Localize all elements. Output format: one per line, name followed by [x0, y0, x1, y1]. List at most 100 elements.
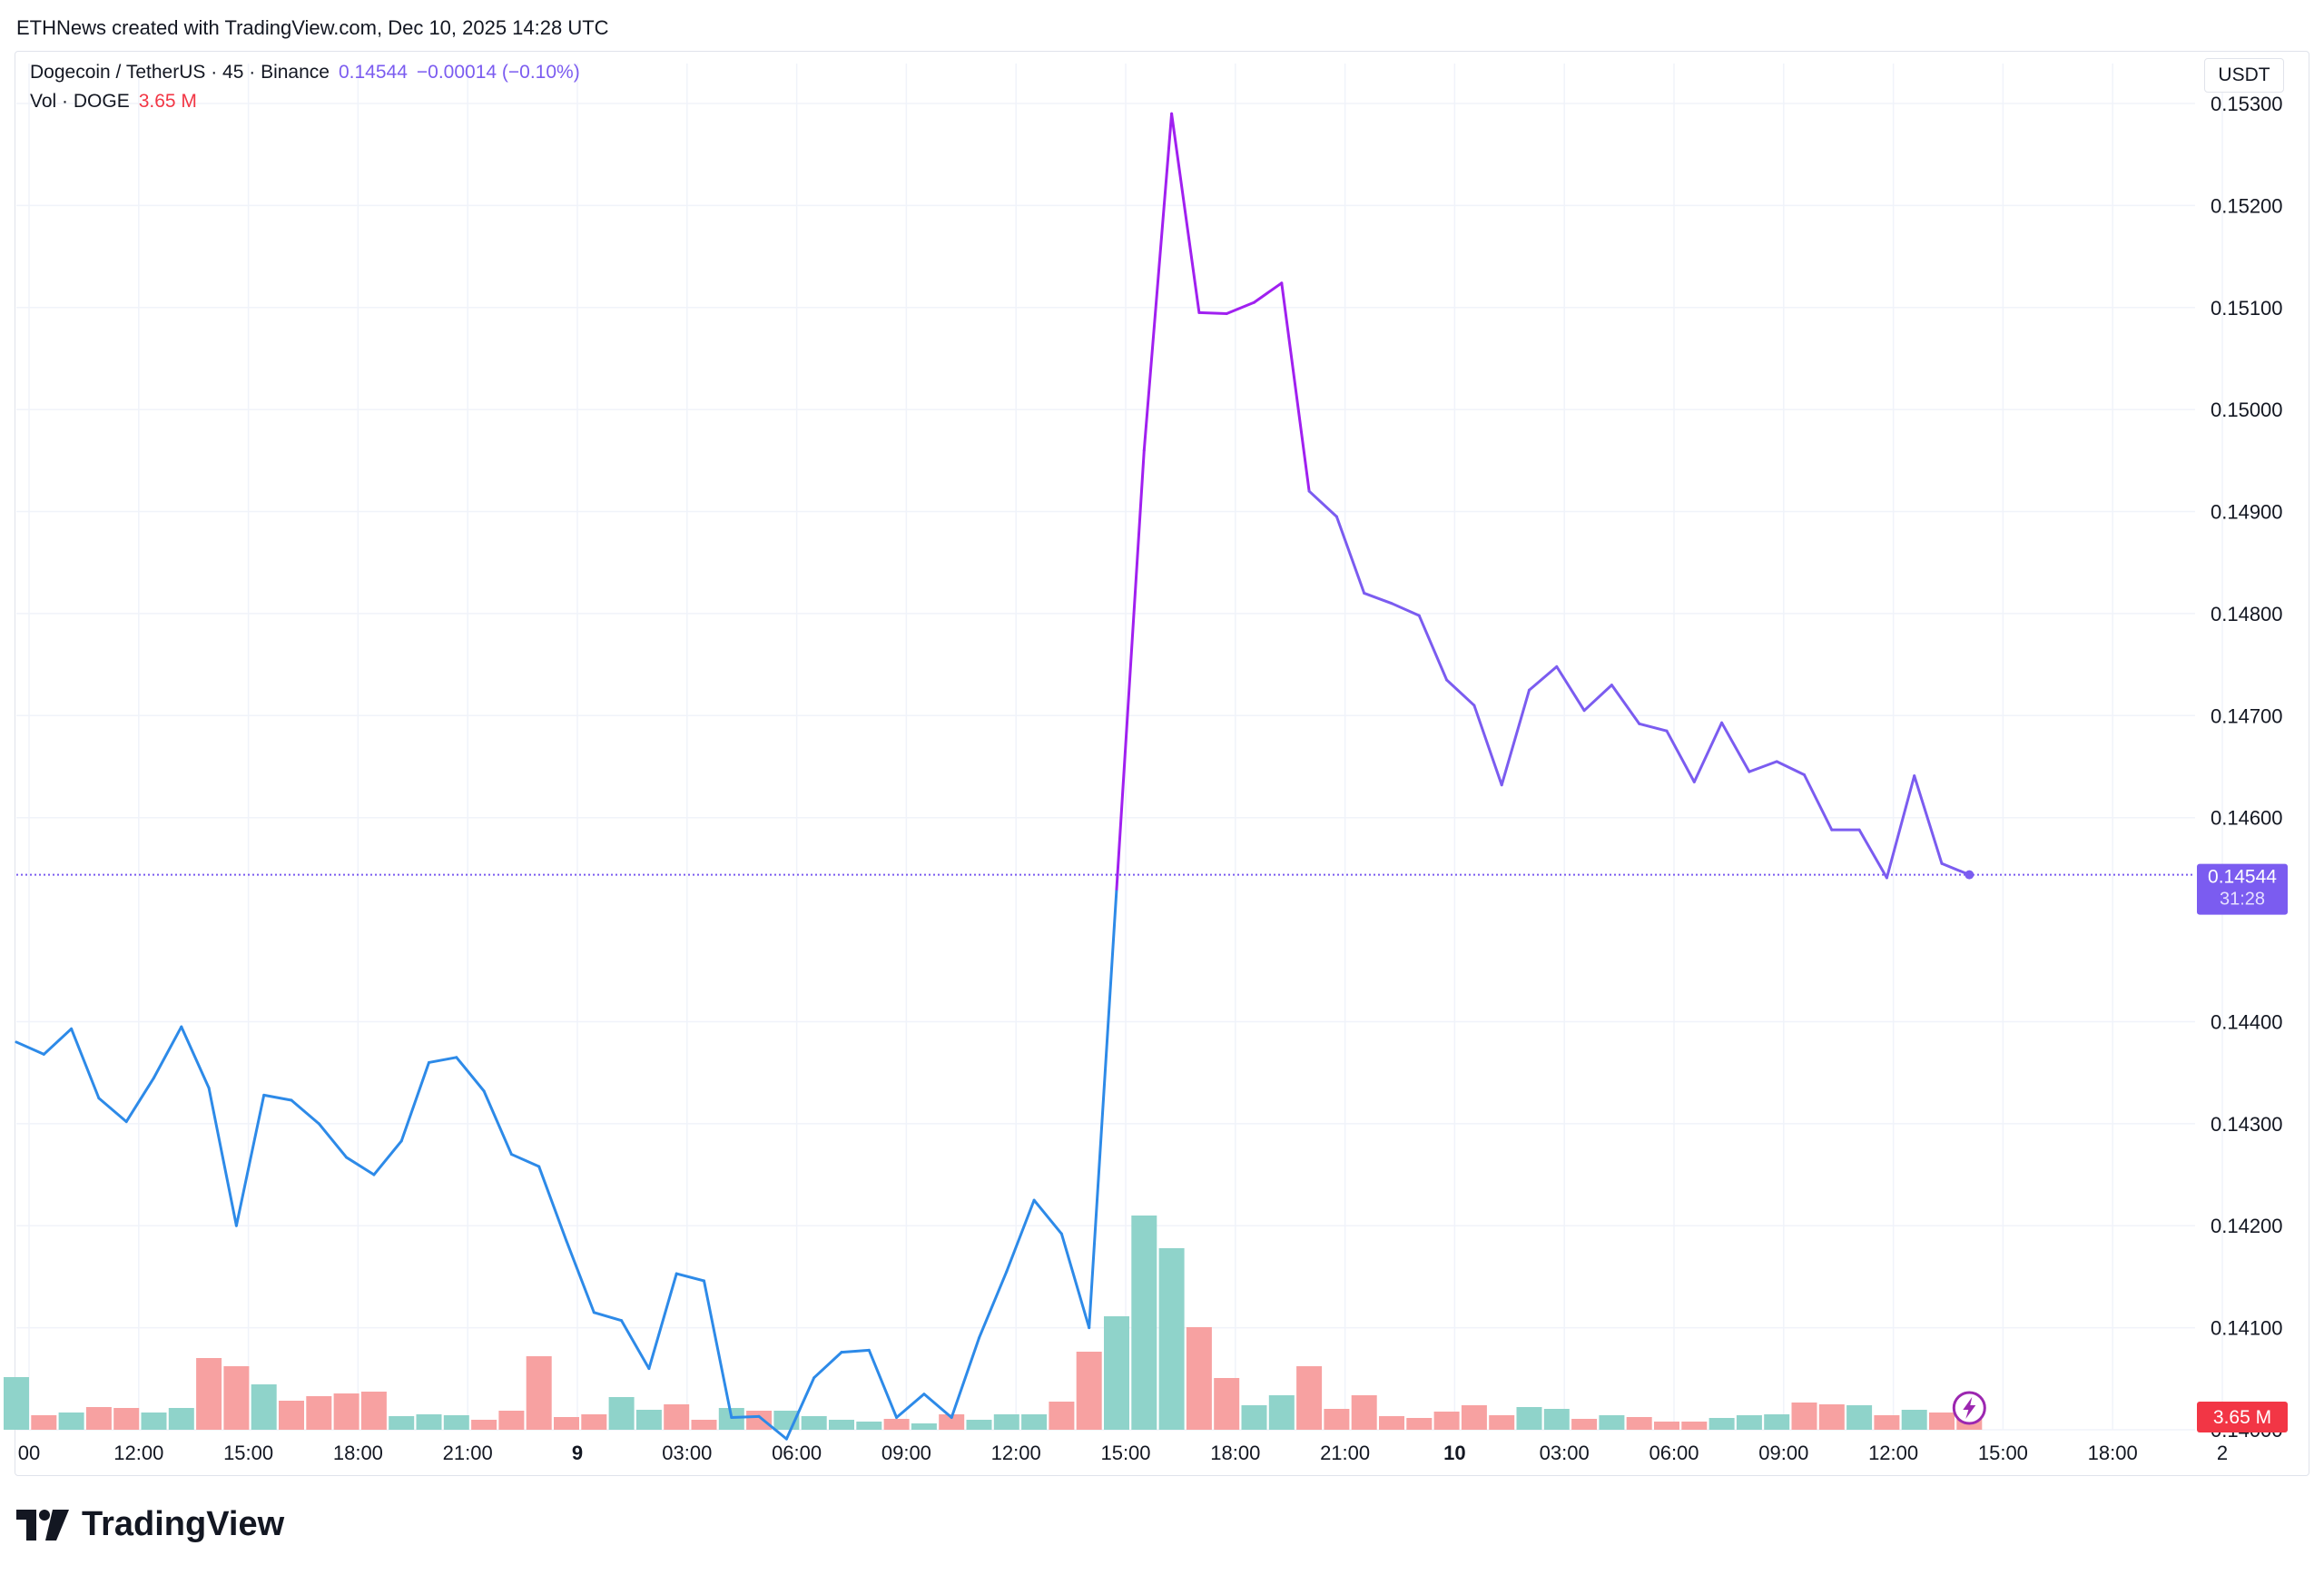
x-tick-label: 09:00	[881, 1442, 931, 1464]
volume-bar	[4, 1377, 29, 1430]
price-line-segment	[1720, 721, 1751, 773]
price-line-segment	[509, 1153, 541, 1168]
price-line-segment	[70, 1027, 101, 1100]
x-tick-label: 15:00	[1978, 1442, 2028, 1464]
price-line-segment	[1857, 828, 1888, 880]
price-line-segment	[1170, 112, 1201, 314]
price-line-segment	[922, 1393, 953, 1420]
x-tick-label: 18:00	[1210, 1442, 1260, 1464]
price-line-segment	[1115, 448, 1146, 891]
last-volume-tag: 3.65 M	[2197, 1402, 2288, 1432]
volume-bar	[306, 1396, 332, 1430]
price-line-segment	[950, 1336, 980, 1420]
price-line-segment	[1665, 729, 1696, 783]
volume-bar	[416, 1414, 442, 1430]
price-line-segment	[1885, 774, 1916, 880]
volume-bar	[993, 1414, 1019, 1430]
x-tick-label: 06:00	[772, 1442, 822, 1464]
price-line-segment	[895, 1393, 926, 1420]
price-line-segment	[1059, 1232, 1091, 1330]
y-axis: 0.15300 0.15200 0.15100 0.15000 0.14900 0.148…	[2211, 93, 2283, 1442]
volume-bar	[1379, 1416, 1404, 1430]
price-line-segment	[1142, 112, 1174, 452]
volume-bar	[554, 1417, 579, 1430]
price-line-segment	[592, 1311, 624, 1323]
volume-bar	[360, 1392, 387, 1430]
last-volume-label: 3.65 M	[2213, 1407, 2271, 1428]
volume-bar	[1241, 1405, 1267, 1430]
countdown-label: 31:28	[2220, 890, 2265, 910]
price-chart[interactable]: 0.15300 0.15200 0.15100 0.15000 0.14900 0.148…	[0, 0, 2324, 1489]
volume-bar	[608, 1397, 635, 1430]
volume-bar	[1874, 1415, 1900, 1430]
volume-bar	[829, 1420, 854, 1430]
volume-label: Vol · DOGE	[30, 91, 130, 112]
price-line-segment	[1307, 489, 1338, 518]
volume-bar	[1764, 1414, 1790, 1430]
volume-bar	[1626, 1417, 1652, 1430]
y-tick-label: 0.15200	[2211, 194, 2283, 217]
symbol-label: Dogecoin / TetherUS · 45 · Binance	[30, 62, 330, 83]
price-line-segment	[840, 1348, 871, 1354]
volume-bar	[471, 1420, 497, 1430]
volume-bar	[1021, 1414, 1048, 1430]
price-line-segment	[1500, 688, 1531, 787]
price-line-segment	[1692, 721, 1724, 783]
volume-bar	[251, 1384, 277, 1430]
volume-bar	[801, 1416, 827, 1430]
volume-bar	[1654, 1422, 1679, 1430]
volume-bar	[1818, 1404, 1845, 1430]
volume-bar	[31, 1415, 57, 1430]
tradingview-logo[interactable]: TradingView	[16, 1505, 284, 1544]
price-line-segment	[867, 1348, 899, 1420]
price-line-segment	[647, 1272, 678, 1371]
chart-caption: ETHNews created with TradingView.com, De…	[16, 16, 609, 39]
volume-bar	[168, 1408, 194, 1430]
lightning-icon[interactable]	[1952, 1391, 1986, 1425]
price-line-segment	[784, 1376, 816, 1441]
x-tick-label: 21:00	[443, 1442, 493, 1464]
volume-bar	[1104, 1316, 1129, 1430]
volume-bar	[58, 1413, 84, 1430]
price-line-segment	[1445, 678, 1476, 707]
volume-bar	[1296, 1366, 1323, 1430]
volume-bar	[1186, 1327, 1212, 1430]
y-tick-label: 0.14200	[2211, 1215, 2283, 1237]
y-tick-label: 0.14600	[2211, 807, 2283, 830]
price-line-segment	[153, 1025, 183, 1079]
price-line-segment	[1913, 774, 1944, 865]
volume-bar	[856, 1422, 882, 1430]
price-line-segment	[1610, 684, 1641, 725]
price-line-segment	[1638, 722, 1669, 733]
volume-bar	[1599, 1415, 1625, 1430]
price-line-segment	[1032, 1198, 1063, 1235]
volume-bar	[389, 1416, 415, 1430]
legend-change-value: −0.00014 (−0.10%)	[416, 62, 580, 83]
x-tick-label: 12:00	[991, 1442, 1041, 1464]
volume-bar	[1709, 1418, 1735, 1430]
price-line-segment	[317, 1122, 349, 1159]
x-tick-label: 10	[1443, 1442, 1465, 1464]
price-line-segment	[124, 1076, 155, 1124]
price-line-segment	[1225, 300, 1256, 316]
x-tick-label: 03:00	[1540, 1442, 1590, 1464]
currency-button[interactable]: USDT	[2204, 58, 2284, 93]
price-line-segment	[1197, 310, 1228, 316]
volume-bar	[1929, 1413, 1955, 1430]
y-tick-label: 0.15100	[2211, 297, 2283, 320]
volume-bars	[4, 1216, 1983, 1430]
price-line-segment	[1334, 515, 1366, 595]
tradingview-logo-icon	[16, 1509, 69, 1541]
price-line-segment	[234, 1093, 266, 1227]
price-line	[15, 112, 1971, 1441]
price-line-segment	[565, 1239, 596, 1314]
y-tick-label: 0.15300	[2211, 93, 2283, 115]
price-line-segment	[1363, 591, 1393, 605]
volume-bar	[1516, 1407, 1542, 1430]
y-tick-label: 0.14900	[2211, 501, 2283, 524]
volume-bar	[1571, 1419, 1598, 1430]
volume-bar	[279, 1401, 304, 1430]
volume-bar	[911, 1423, 937, 1430]
price-line-segment	[262, 1093, 293, 1102]
x-tick-label: 18:00	[2088, 1442, 2138, 1464]
